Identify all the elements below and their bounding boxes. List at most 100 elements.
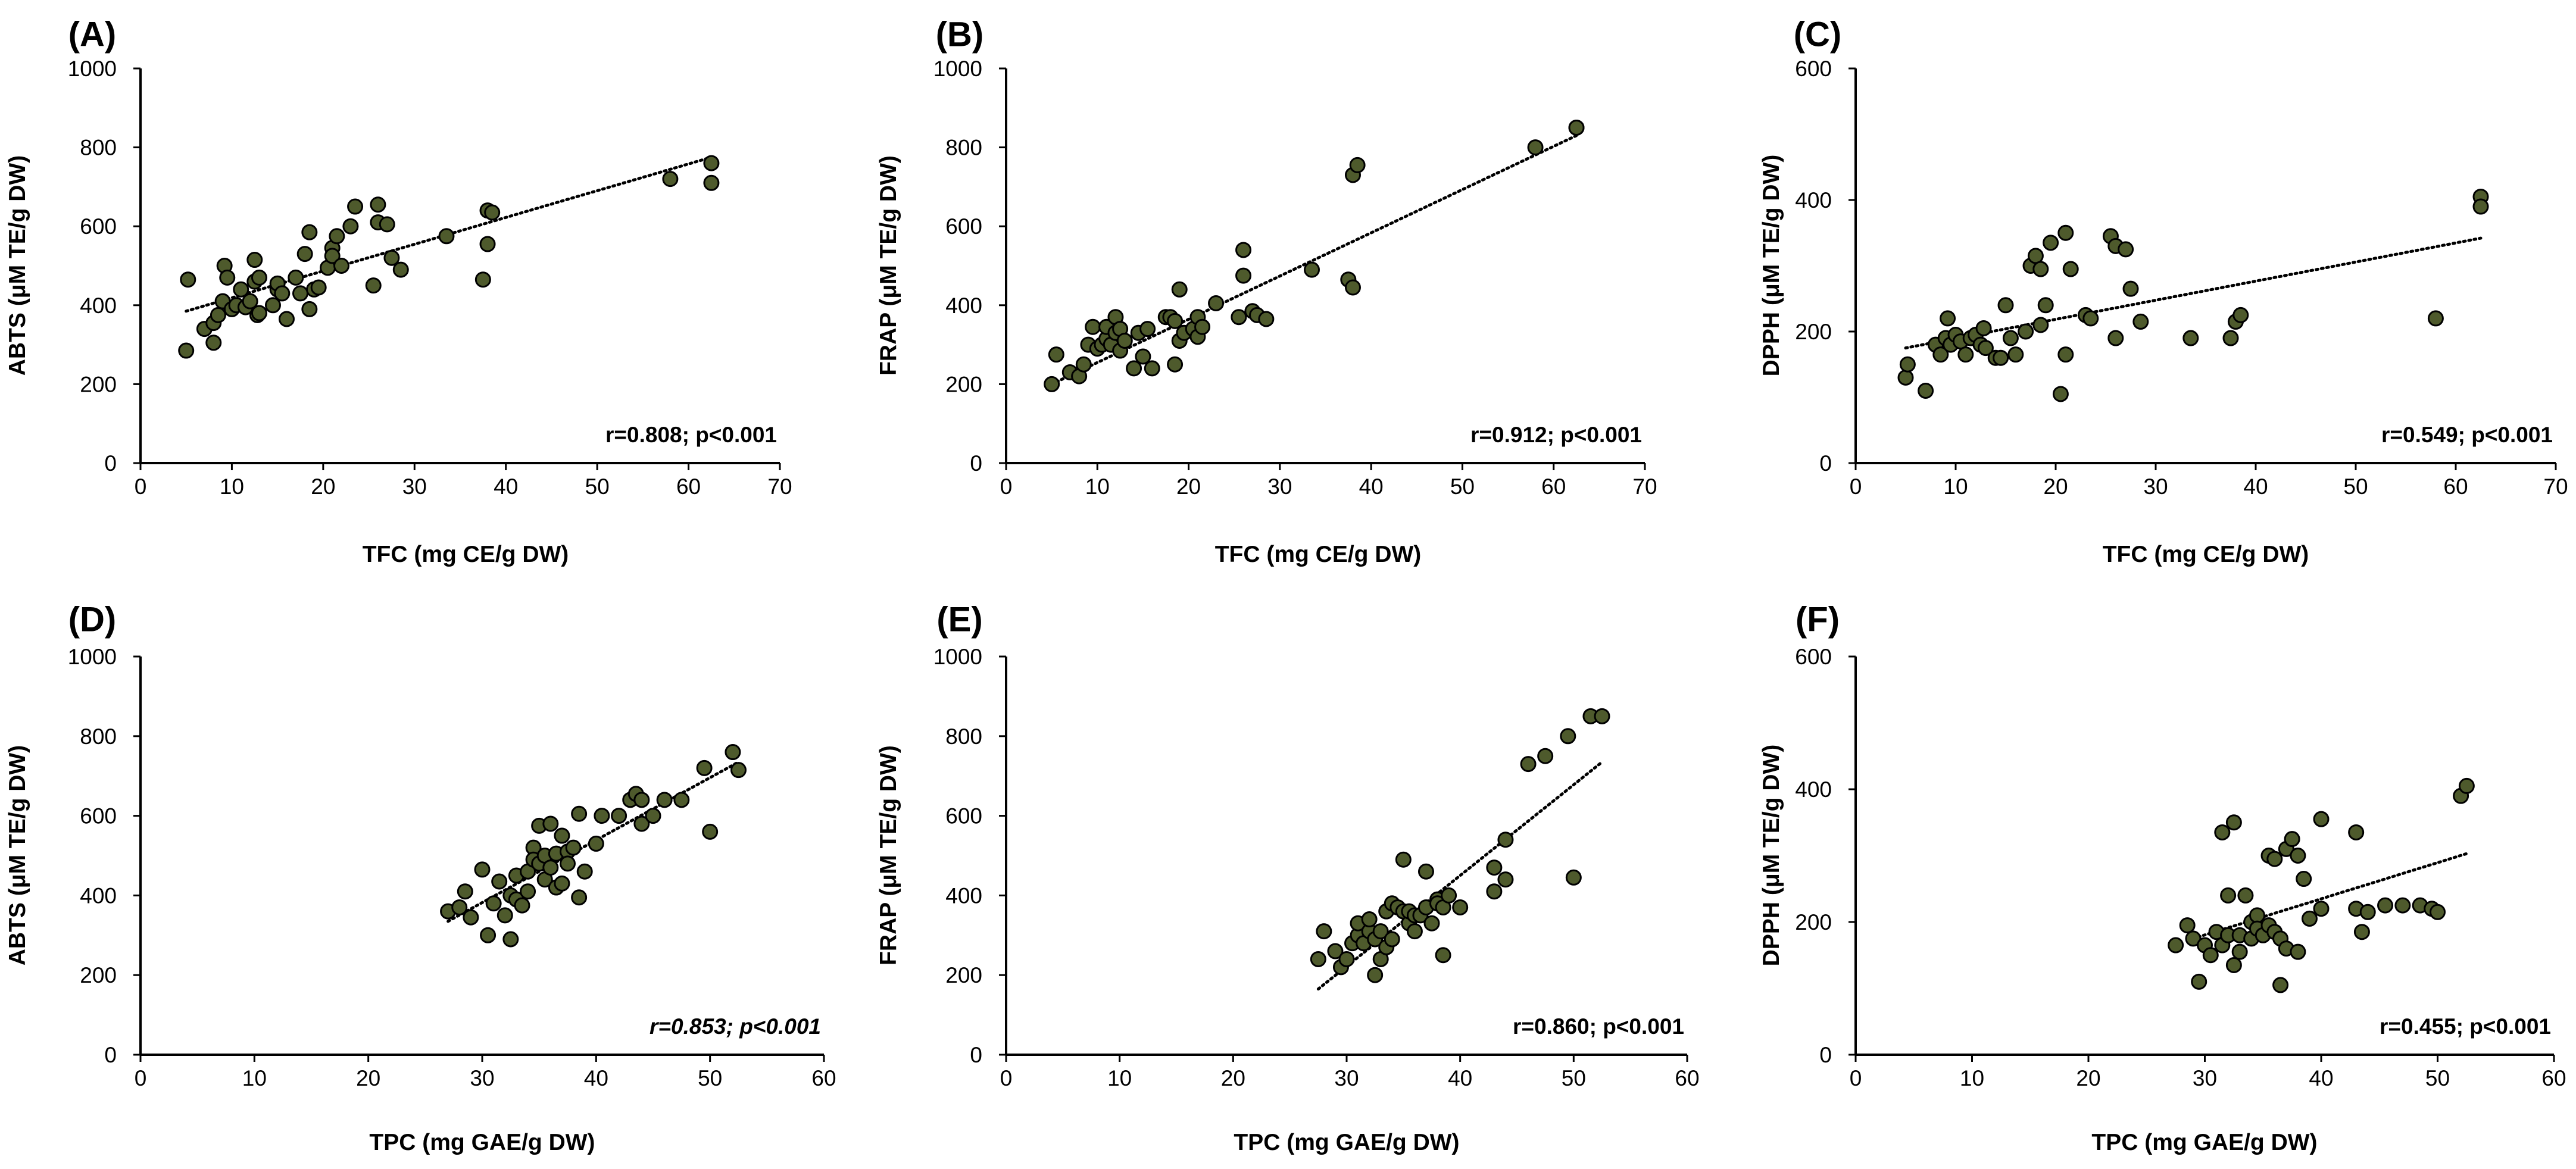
data-point xyxy=(520,883,536,900)
data-point xyxy=(1367,967,1384,983)
data-point xyxy=(2296,871,2312,887)
data-point xyxy=(1932,346,1949,363)
data-point xyxy=(474,271,491,288)
data-point xyxy=(1497,832,1514,848)
data-point xyxy=(2057,346,2074,363)
data-point xyxy=(365,277,382,294)
data-point xyxy=(1560,728,1576,745)
x-tick-label: 50 xyxy=(585,474,610,499)
y-tick-label: 0 xyxy=(970,451,982,476)
panel-label: (B) xyxy=(936,15,984,54)
x-tick-label: 0 xyxy=(1850,474,1862,499)
x-tick-label: 70 xyxy=(1632,474,1657,499)
data-point xyxy=(383,249,400,266)
data-point xyxy=(2249,907,2265,924)
data-point xyxy=(2179,917,2196,934)
data-point xyxy=(565,839,582,856)
data-point xyxy=(1417,863,1434,880)
x-tick-label: 30 xyxy=(2193,1066,2217,1090)
x-tick-label: 50 xyxy=(2343,474,2368,499)
x-tick-label: 10 xyxy=(242,1066,267,1090)
correlation-stat: r=0.808; p<0.001 xyxy=(605,423,777,447)
data-point xyxy=(2037,297,2054,314)
data-point xyxy=(2032,261,2049,277)
x-axis-title: TFC (mg CE/g DW) xyxy=(1215,542,1422,567)
data-point xyxy=(1085,318,1101,335)
correlation-stat: r=0.853; p<0.001 xyxy=(650,1014,821,1039)
data-point xyxy=(251,305,267,321)
data-point xyxy=(2027,248,2044,264)
x-axis-title: TPC (mg GAE/g DW) xyxy=(369,1130,595,1155)
data-point xyxy=(730,762,747,779)
data-point xyxy=(696,759,713,776)
data-point xyxy=(2118,241,2134,258)
y-tick-label: 200 xyxy=(1795,910,1832,934)
data-point xyxy=(1520,756,1537,773)
data-point xyxy=(2122,280,2139,297)
data-point xyxy=(296,246,313,262)
data-point xyxy=(1048,346,1064,363)
x-tick-label: 20 xyxy=(2076,1066,2100,1090)
data-point xyxy=(662,171,679,187)
data-point xyxy=(2472,198,2489,215)
x-tick-label: 30 xyxy=(402,474,427,499)
data-point xyxy=(571,805,588,822)
data-point xyxy=(2377,897,2394,914)
data-point xyxy=(210,307,226,323)
data-point xyxy=(1568,119,1585,136)
x-tick-label: 50 xyxy=(1450,474,1475,499)
data-point xyxy=(301,224,318,240)
y-tick-label: 1000 xyxy=(68,57,117,81)
data-point xyxy=(1231,309,1247,326)
data-point xyxy=(2359,904,2376,920)
data-point xyxy=(2057,224,2074,241)
data-point xyxy=(292,285,308,302)
x-tick-label: 0 xyxy=(135,474,147,499)
data-point xyxy=(633,792,650,808)
data-point xyxy=(1208,295,1225,311)
data-point xyxy=(1940,310,1956,327)
data-point xyxy=(242,293,258,310)
y-tick-label: 0 xyxy=(1819,1043,1832,1067)
data-point xyxy=(1327,943,1344,959)
data-point xyxy=(1349,157,1366,173)
data-point xyxy=(673,792,690,808)
data-point xyxy=(2002,330,2019,346)
data-point xyxy=(479,236,496,252)
data-point xyxy=(1957,346,1974,363)
data-point xyxy=(1344,279,1361,296)
y-tick-label: 600 xyxy=(945,804,982,829)
data-point xyxy=(392,261,409,278)
data-point xyxy=(725,744,741,761)
data-point xyxy=(178,342,195,359)
data-point xyxy=(1116,332,1133,349)
x-tick-label: 10 xyxy=(1960,1066,1984,1090)
data-point xyxy=(1139,321,1156,337)
x-tick-label: 30 xyxy=(2143,474,2168,499)
y-tick-label: 600 xyxy=(1795,57,1832,81)
x-tick-label: 20 xyxy=(311,474,335,499)
data-point xyxy=(703,155,720,171)
data-point xyxy=(1977,340,1994,357)
data-point xyxy=(703,174,720,191)
data-point xyxy=(2427,310,2444,327)
data-point xyxy=(1441,887,1457,904)
data-point xyxy=(288,269,304,286)
data-point xyxy=(379,216,395,233)
data-point xyxy=(1135,348,1151,365)
y-tick-label: 600 xyxy=(80,804,117,829)
data-point xyxy=(451,899,468,915)
correlation-stat: r=0.455; p<0.001 xyxy=(2380,1014,2551,1039)
y-tick-label: 1000 xyxy=(933,645,982,669)
y-axis-title: ABTS (μM TE/g DW) xyxy=(5,745,30,965)
y-tick-label: 200 xyxy=(945,372,982,396)
data-point xyxy=(2043,235,2059,251)
data-point xyxy=(2232,307,2249,323)
data-point xyxy=(2430,904,2446,920)
data-point xyxy=(1167,312,1184,329)
x-tick-label: 30 xyxy=(470,1066,494,1090)
data-point xyxy=(1452,899,1469,915)
data-point xyxy=(2191,973,2207,990)
y-tick-label: 400 xyxy=(80,883,117,908)
